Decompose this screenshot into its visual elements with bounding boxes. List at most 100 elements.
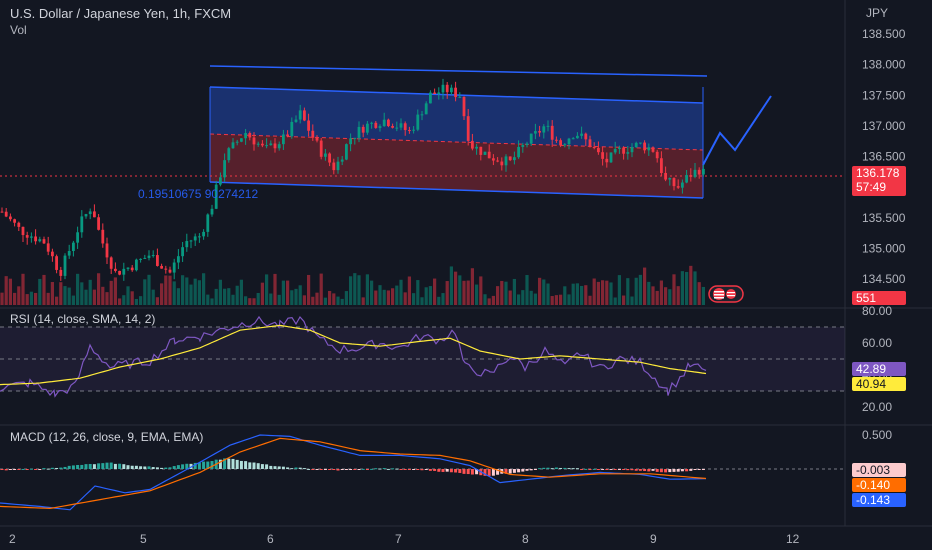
macd-hist-bar (323, 469, 327, 470)
volume-bar (231, 294, 235, 305)
fib-value-label: 0.19510675 90274212 (138, 187, 259, 201)
volume-bar (206, 294, 210, 305)
volume-bar (273, 273, 277, 305)
macd-hist-bar (50, 467, 54, 469)
macd-hist-bar (281, 466, 285, 469)
macd-hist-bar (533, 469, 537, 470)
candle-body (651, 147, 655, 152)
candle-body (483, 151, 487, 155)
volume-bar (244, 296, 248, 305)
macd-hist-bar (638, 469, 642, 471)
candle-body (307, 120, 310, 131)
volume-label[interactable]: Vol (10, 23, 27, 37)
candle-body (101, 229, 105, 244)
candle-body (261, 143, 264, 146)
volume-bar (235, 285, 239, 305)
volume-bar (218, 279, 222, 305)
volume-bar (256, 292, 260, 305)
macd-hist-bar (550, 468, 554, 470)
volume-bar (588, 295, 592, 305)
volume-bar (71, 295, 75, 305)
macd-hist-bar (567, 468, 571, 470)
volume-bar (433, 278, 437, 305)
rsi-legend[interactable]: RSI (14, close, SMA, 14, 2) (10, 312, 156, 326)
volume-bar (365, 274, 369, 305)
macd-hist-bar (454, 469, 458, 473)
candle-body (319, 140, 323, 157)
volume-bar (176, 288, 180, 305)
time-tick-label: 12 (786, 532, 800, 546)
macd-hist-bar (8, 469, 12, 470)
macd-hist-bar (580, 469, 584, 470)
candle-body (399, 123, 403, 128)
us-event-flag-icon[interactable] (708, 285, 744, 303)
volume-bar (147, 274, 151, 305)
macd-hist-bar (344, 469, 348, 470)
candle-body (382, 119, 386, 127)
macd-hist-bar (575, 468, 579, 470)
candle-body (130, 267, 134, 271)
volume-bar (630, 296, 634, 305)
macd-hist-bar (118, 463, 122, 469)
macd-hist-bar (588, 469, 592, 470)
macd-legend[interactable]: MACD (12, 26, close, 9, EMA, EMA) (10, 430, 204, 444)
volume-bar (655, 290, 659, 305)
macd-hist-bar (596, 469, 600, 470)
volume-bar (458, 275, 462, 305)
candle-body (676, 186, 680, 188)
candle-body (605, 158, 609, 163)
macd-hist-bar (332, 469, 336, 470)
macd-hist-bar (643, 469, 647, 471)
candle-body (4, 211, 8, 217)
candle-body (500, 161, 504, 166)
volume-bar (701, 286, 705, 305)
volume-bar (344, 291, 348, 305)
macd-hist-bar (659, 469, 663, 473)
candle-body (634, 142, 638, 148)
volume-bar (424, 287, 428, 305)
candle-body (601, 152, 604, 159)
volume-bar (567, 294, 571, 305)
candle-body (231, 142, 235, 149)
price-tick-label: 137.500 (862, 88, 906, 102)
candle-body (588, 139, 592, 148)
macd-hist-bar (92, 464, 96, 469)
volume-bar (622, 295, 626, 305)
macd-hist-bar (407, 469, 411, 470)
volume-bar (118, 298, 122, 305)
symbol-title[interactable]: U.S. Dollar / Japanese Yen, 1h, FXCM (10, 6, 232, 21)
candle-body (391, 126, 394, 128)
candle-body (479, 146, 483, 155)
last-price: 136.178 (856, 166, 900, 180)
volume-bar (382, 289, 386, 305)
volume-bar (500, 280, 504, 305)
candle-body (214, 184, 218, 209)
candle-body (9, 216, 12, 220)
macd-hist-bar (0, 469, 4, 470)
candle-body (189, 240, 193, 242)
macd-hist-bar (424, 469, 428, 470)
volume-bar (617, 275, 621, 305)
candle-body (466, 116, 470, 141)
macd-hist-bar (487, 469, 491, 476)
macd-hist-bar (542, 467, 546, 469)
candle-body (294, 119, 298, 122)
candle-body (395, 127, 399, 129)
candle-body (685, 175, 688, 183)
volume-bar (349, 276, 353, 305)
volume-bar (601, 280, 605, 305)
channel-lower-line (209, 181, 704, 199)
candle-body (655, 151, 659, 159)
macd-hist-bar (42, 468, 46, 470)
candle-body (311, 130, 315, 138)
volume-bar (265, 274, 269, 305)
candle-body (277, 144, 281, 149)
macd-hist-bar (701, 469, 705, 470)
macd-hist-bar (210, 461, 214, 469)
macd-line (0, 434, 706, 511)
macd-hist-bar (80, 464, 84, 469)
candle-body (370, 122, 373, 124)
volume-bar (50, 282, 54, 305)
